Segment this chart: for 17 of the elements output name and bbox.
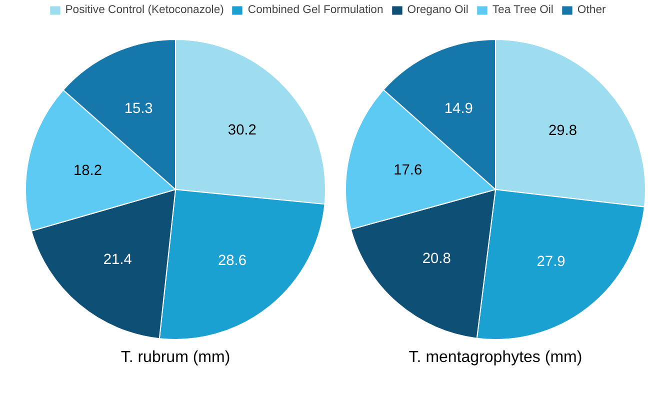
- data-label: 30.2: [228, 122, 256, 139]
- data-label: 28.6: [218, 252, 247, 269]
- data-label: 18.2: [73, 163, 102, 180]
- legend-label: Positive Control (Ketoconazole): [65, 4, 224, 16]
- legend-label: Tea Tree Oil: [492, 4, 554, 16]
- data-label: 20.8: [422, 251, 451, 268]
- legend-label: Combined Gel Formulation: [248, 4, 384, 16]
- text: T. rubrum (mm): [120, 349, 230, 366]
- data-label: 17.6: [394, 162, 422, 179]
- data-label: 29.8: [548, 123, 577, 140]
- text: T. mentagrophytes (mm): [408, 349, 582, 366]
- data-label: 27.9: [536, 254, 566, 270]
- data-label: 21.4: [103, 252, 132, 268]
- data-label: 15.3: [124, 100, 153, 117]
- data-label: 14.9: [444, 100, 473, 117]
- legend-label: Oregano Oil: [407, 4, 468, 16]
- legend-label: Other: [577, 4, 606, 16]
